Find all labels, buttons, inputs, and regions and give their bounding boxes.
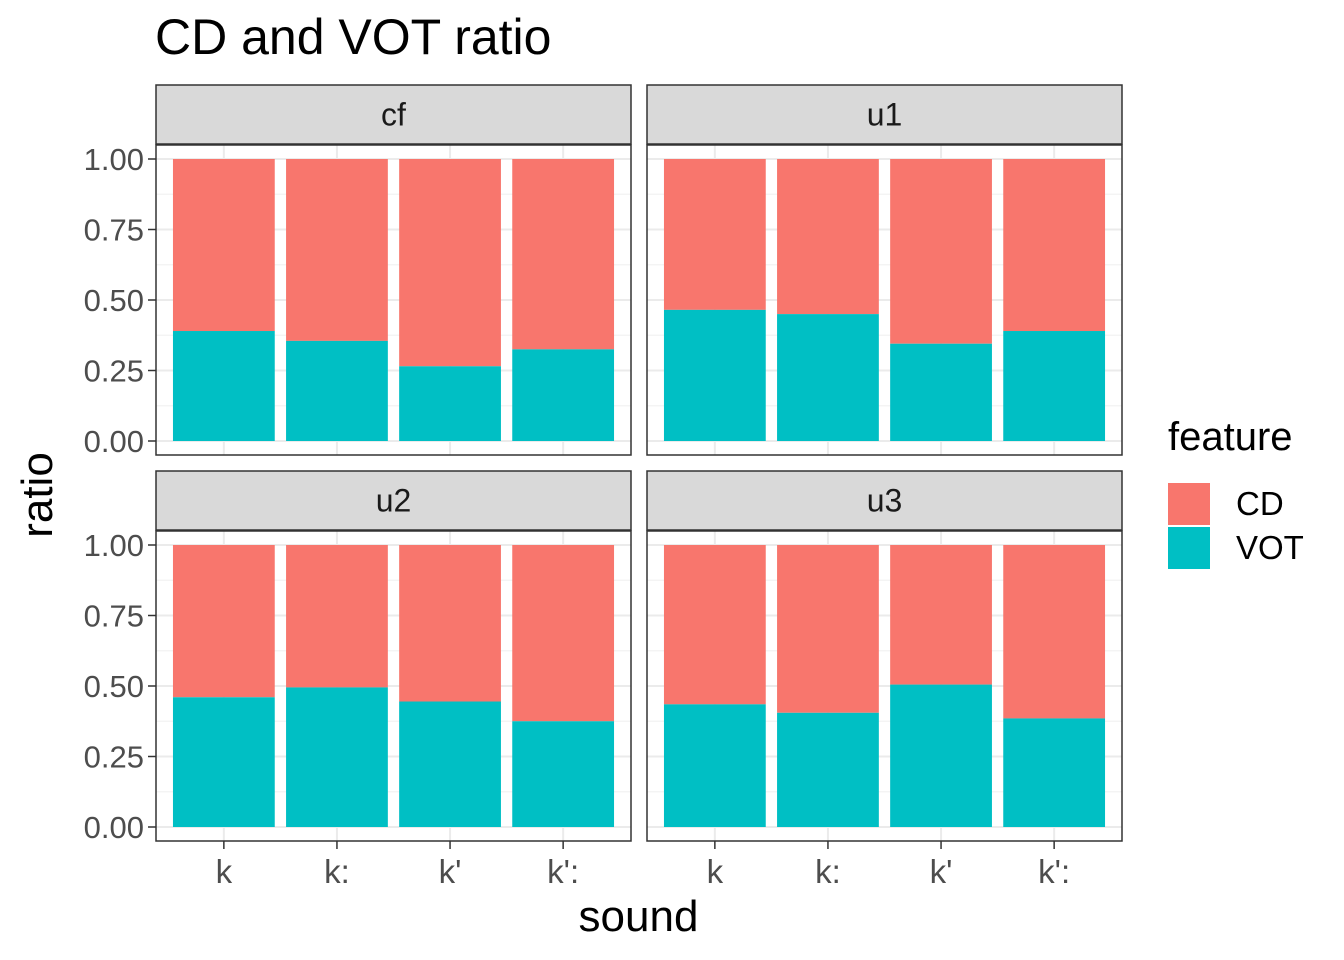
bar-cd-u1-1 [777, 159, 879, 315]
facet-label-u2: u2 [376, 483, 412, 519]
x-tick-label: k': [547, 853, 579, 890]
legend-item-vot: VOT [1168, 526, 1304, 570]
bar-cd-u3-3 [1003, 545, 1106, 719]
bar-vot-cf-0 [172, 331, 275, 441]
bar-vot-cf-1 [286, 340, 388, 441]
facet-strip-u1 [646, 84, 1123, 145]
x-tick-label: k [707, 853, 724, 890]
bar-cd-u2-0 [172, 545, 275, 698]
bar-vot-u1-1 [777, 314, 879, 441]
x-tick-label: k': [1038, 853, 1070, 890]
y-tick-label: 0.25 [84, 740, 144, 775]
y-tick-label: 0.50 [84, 283, 144, 318]
bar-vot-u2-3 [512, 721, 615, 827]
x-axis-label: sound [578, 892, 699, 941]
bar-vot-cf-3 [512, 349, 615, 441]
bar-vot-u1-3 [1003, 331, 1106, 441]
bar-vot-u3-1 [777, 712, 879, 827]
panel-border-u1 [646, 144, 1123, 456]
y-tick-label: 0.25 [84, 354, 144, 389]
x-tick-label: k' [930, 853, 953, 890]
chart-title: CD and VOT ratio [155, 9, 552, 65]
bar-vot-u1-0 [663, 309, 766, 441]
y-tick-label: 0.50 [84, 669, 144, 704]
bar-vot-u1-2 [890, 343, 992, 441]
x-tick-label: k: [324, 853, 350, 890]
legend-key-vot [1168, 527, 1210, 569]
facet-strip-cf [155, 84, 632, 145]
facet-strip-u2 [155, 470, 632, 531]
y-tick-label: 0.75 [84, 599, 144, 634]
legend-item-cd: CD [1168, 482, 1304, 526]
facet-label-u3: u3 [867, 483, 903, 519]
bar-cd-cf-0 [172, 159, 275, 332]
x-tick-label: k' [439, 853, 462, 890]
facet-label-cf: cf [381, 97, 406, 133]
legend-label-cd: CD [1236, 485, 1284, 522]
legend-key-cd [1168, 483, 1210, 525]
bar-cd-u1-2 [890, 159, 992, 344]
y-tick-label: 0.00 [84, 424, 144, 459]
bar-vot-u2-1 [286, 687, 388, 827]
x-tick-label: k [216, 853, 233, 890]
panel-border-u3 [646, 530, 1123, 842]
bar-vot-u3-3 [1003, 718, 1106, 827]
bar-cd-u1-3 [1003, 159, 1106, 332]
bar-vot-u2-2 [399, 701, 501, 827]
bar-cd-u2-3 [512, 545, 615, 722]
bar-vot-u2-0 [172, 697, 275, 827]
bar-cd-cf-2 [399, 159, 501, 367]
facet-strip-u3 [646, 470, 1123, 531]
bar-cd-u3-1 [777, 545, 879, 713]
bar-vot-cf-2 [399, 366, 501, 441]
y-tick-label: 1.00 [84, 528, 144, 563]
y-tick-label: 0.00 [84, 810, 144, 845]
bar-vot-u3-0 [663, 704, 766, 827]
legend-title: feature [1168, 415, 1293, 459]
bar-cd-u1-0 [663, 159, 766, 310]
bar-cd-cf-1 [286, 159, 388, 341]
y-tick-label: 1.00 [84, 142, 144, 177]
bar-cd-u3-0 [663, 545, 766, 705]
bar-cd-cf-3 [512, 159, 615, 350]
y-axis-label: ratio [13, 452, 62, 538]
bar-vot-u3-2 [890, 684, 992, 827]
legend: feature CD VOT [1168, 415, 1304, 570]
bar-cd-u2-1 [286, 545, 388, 688]
facet-label-u1: u1 [867, 97, 903, 133]
y-tick-label: 0.75 [84, 213, 144, 248]
x-tick-label: k: [815, 853, 841, 890]
legend-label-vot: VOT [1236, 529, 1304, 566]
bar-cd-u2-2 [399, 545, 501, 702]
bar-cd-u3-2 [890, 545, 992, 685]
